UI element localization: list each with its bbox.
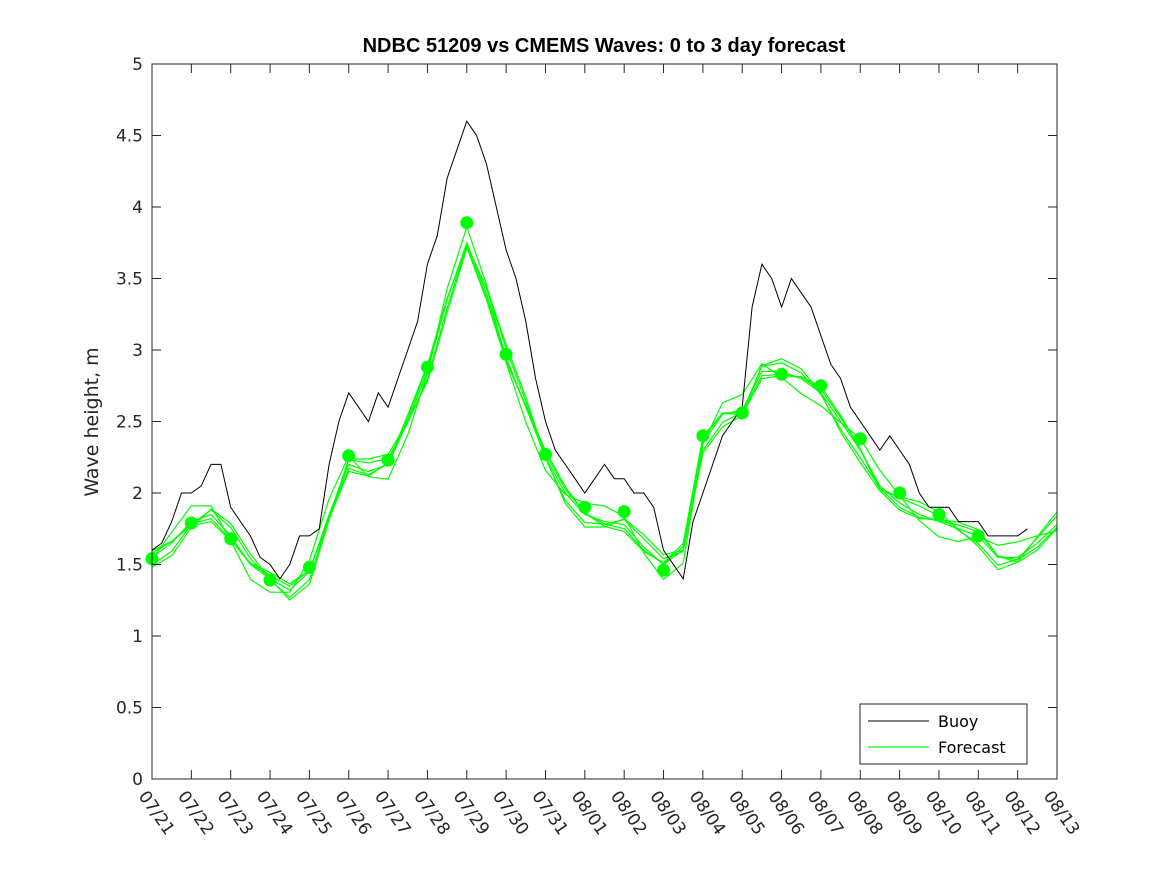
forecast-marker bbox=[657, 563, 670, 577]
legend-buoy-label: Buoy bbox=[938, 712, 978, 731]
forecast-marker bbox=[971, 529, 985, 543]
forecast-marker bbox=[499, 347, 513, 361]
forecast-marker bbox=[735, 406, 749, 420]
x-tick-label: 07/29 bbox=[449, 787, 493, 839]
y-tick-label: 1.5 bbox=[116, 556, 143, 576]
forecast-marker bbox=[617, 505, 631, 519]
x-tick-label: 07/28 bbox=[409, 787, 453, 839]
chart-title: NDBC 51209 vs CMEMS Waves: 0 to 3 day fo… bbox=[363, 35, 846, 57]
forecast-marker bbox=[420, 360, 434, 374]
forecast-marker bbox=[853, 432, 867, 446]
x-tick-label: 07/30 bbox=[488, 787, 532, 839]
x-tick-label: 08/04 bbox=[685, 787, 729, 839]
forecast-marker bbox=[539, 447, 552, 461]
forecast-marker bbox=[893, 486, 907, 500]
plot-background bbox=[152, 64, 1057, 779]
x-tick-label: 08/02 bbox=[606, 787, 650, 839]
x-tick-label: 08/12 bbox=[1000, 787, 1044, 839]
x-tick-label: 08/08 bbox=[842, 787, 886, 839]
forecast-marker bbox=[302, 560, 316, 574]
x-tick-label: 08/01 bbox=[567, 787, 611, 839]
forecast-series-line-0 bbox=[151, 241, 1058, 591]
y-tick-label: 1 bbox=[132, 627, 143, 647]
x-tick-label: 08/03 bbox=[645, 787, 689, 839]
x-tick-label: 08/09 bbox=[882, 787, 926, 839]
legend: Buoy Forecast bbox=[859, 703, 1028, 765]
x-tick-label: 07/24 bbox=[252, 787, 296, 839]
x-tick-label: 08/07 bbox=[803, 787, 847, 839]
y-tick-label: 4 bbox=[132, 198, 143, 218]
x-tick-label: 07/21 bbox=[134, 787, 178, 839]
x-tick-label: 07/23 bbox=[213, 787, 257, 839]
x-tick-label: 08/13 bbox=[1039, 787, 1083, 839]
forecast-marker bbox=[932, 508, 946, 521]
y-tick-label: 2.5 bbox=[116, 413, 143, 433]
forecast-marker bbox=[263, 573, 277, 587]
x-tick-label: 08/11 bbox=[960, 787, 1004, 839]
plot-area bbox=[145, 64, 1058, 779]
forecast-marker bbox=[381, 453, 395, 467]
y-tick-label: 0 bbox=[132, 770, 143, 790]
x-tick-label: 08/05 bbox=[724, 787, 768, 839]
forecast-marker bbox=[460, 216, 474, 230]
x-tick-label: 07/27 bbox=[370, 787, 414, 839]
y-axis-label: Wave height, m bbox=[81, 347, 103, 496]
x-tick-label: 07/26 bbox=[331, 787, 375, 839]
y-tick-label: 2 bbox=[132, 484, 143, 504]
forecast-marker bbox=[342, 449, 356, 463]
legend-forecast-label: Forecast bbox=[938, 738, 1006, 757]
y-tick-label: 3 bbox=[132, 341, 143, 361]
y-tick-label: 3.5 bbox=[116, 270, 143, 290]
forecast-series-line-4 bbox=[151, 246, 1058, 601]
forecast-marker bbox=[696, 429, 710, 443]
legend-box bbox=[859, 703, 1028, 765]
y-tick-label: 5 bbox=[132, 55, 143, 75]
forecast-marker bbox=[578, 500, 592, 514]
forecast-marker bbox=[814, 379, 828, 393]
forecast-marker bbox=[775, 367, 789, 381]
x-tick-label: 07/22 bbox=[173, 787, 217, 839]
y-tick-label: 0.5 bbox=[116, 699, 143, 719]
buoy-series-line bbox=[151, 120, 1028, 581]
forecast-marker bbox=[184, 516, 198, 530]
x-tick-label: 07/25 bbox=[291, 787, 335, 839]
forecast-marker bbox=[224, 532, 238, 546]
forecast-series-line-3 bbox=[151, 225, 1058, 593]
y-tick-label: 4.5 bbox=[116, 127, 143, 147]
x-tick-label: 07/31 bbox=[527, 787, 571, 839]
forecast-series-line-5 bbox=[151, 243, 1058, 587]
x-tick-label: 08/06 bbox=[763, 787, 807, 839]
x-tick-label: 08/10 bbox=[921, 787, 965, 839]
